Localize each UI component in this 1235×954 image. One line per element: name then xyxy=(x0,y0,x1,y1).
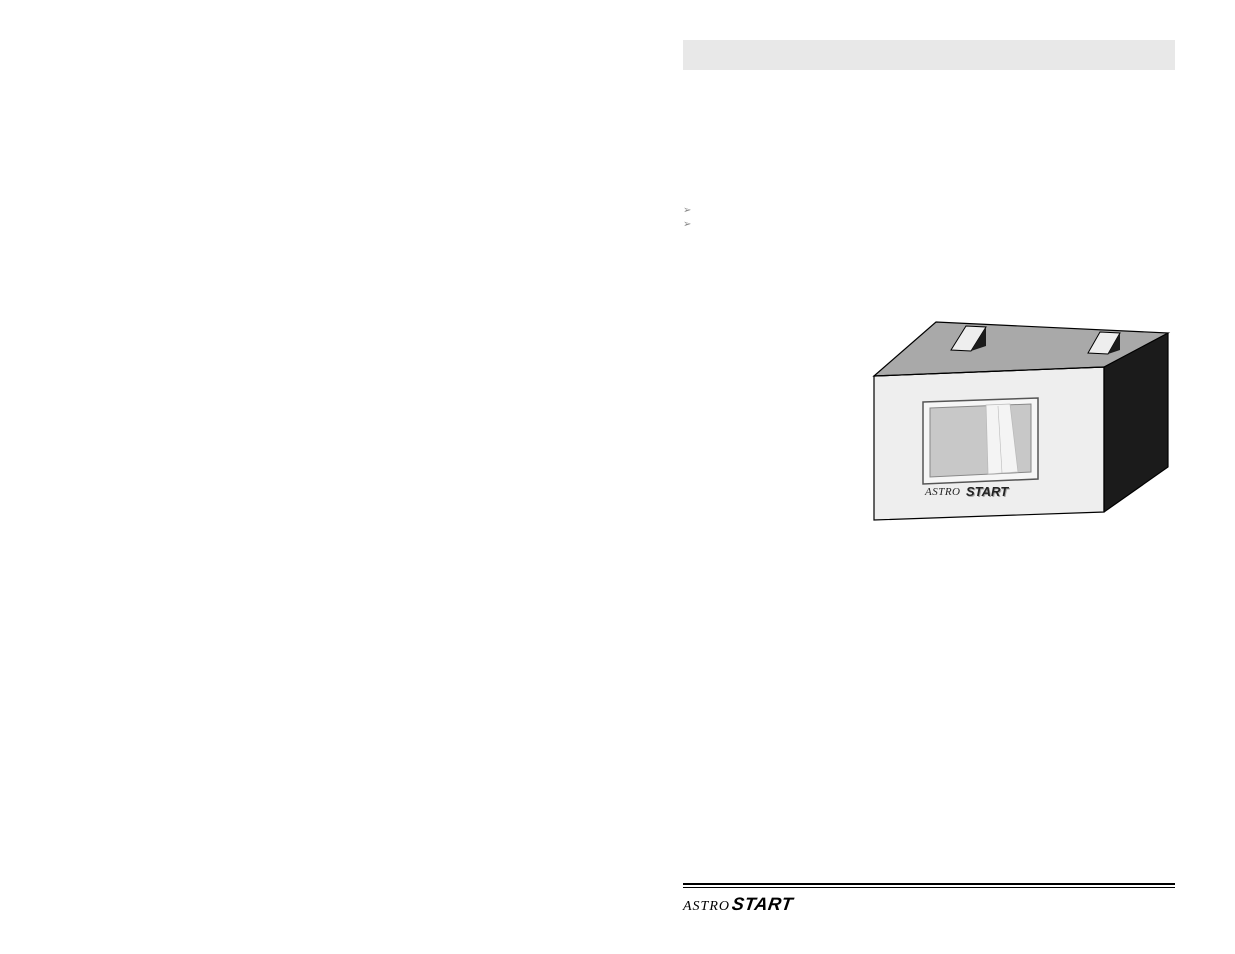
device-logo-start: START xyxy=(966,484,1009,499)
device-svg: ASTRO START xyxy=(868,312,1178,524)
footer-logo-astro: ASTRO xyxy=(683,899,730,915)
device-illustration: ASTRO START xyxy=(868,312,1178,524)
bullet-arrow-icon: ➢ xyxy=(683,219,691,230)
bullet-arrow-icon: ➢ xyxy=(683,205,691,216)
footer-logo-start: START xyxy=(731,894,795,915)
page-footer: ASTRO START xyxy=(683,883,1175,915)
footer-rule-thick xyxy=(683,883,1175,885)
list-item: ➢ xyxy=(683,219,1175,230)
footer-logo: ASTRO START xyxy=(683,894,1175,915)
section-header-bar xyxy=(683,40,1175,70)
footer-rule-thin xyxy=(683,887,1175,888)
device-logo-astro: ASTRO xyxy=(924,486,961,498)
feature-bullet-list: ➢ ➢ xyxy=(683,205,1175,233)
list-item: ➢ xyxy=(683,205,1175,216)
